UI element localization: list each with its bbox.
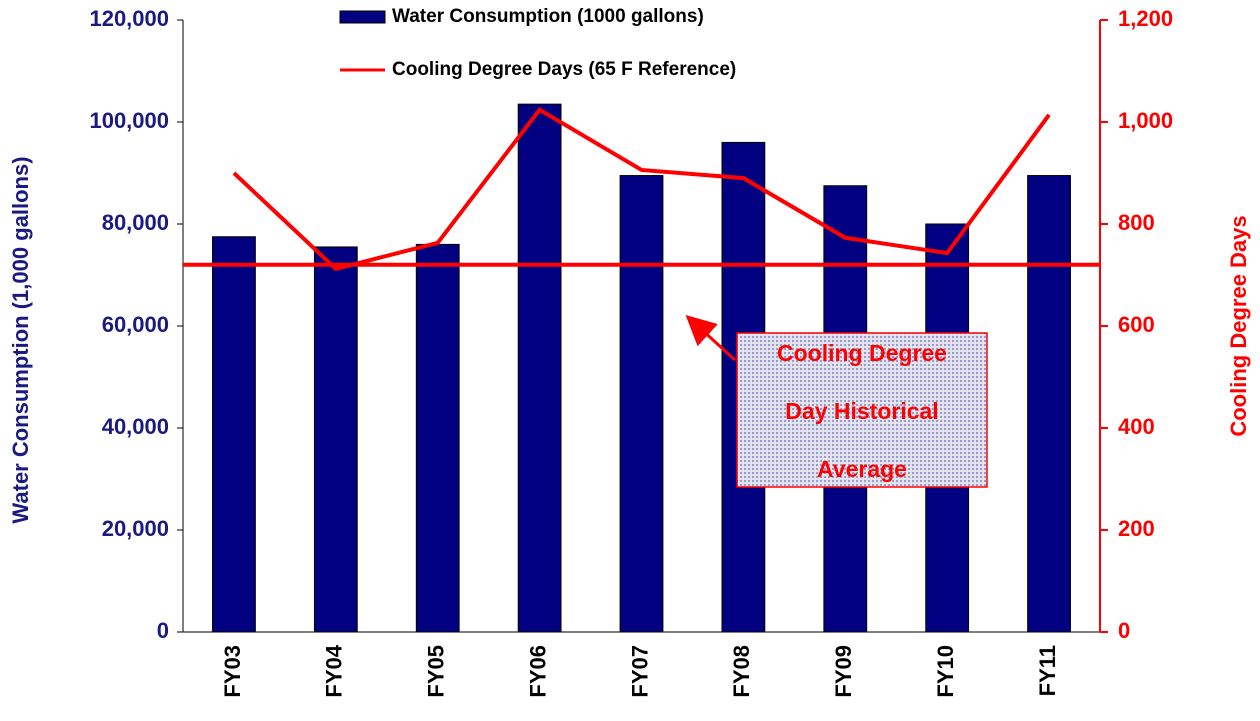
bar (415, 243, 460, 633)
x-tick-label: FY09 (831, 645, 856, 698)
y2-tick-label: 1,200 (1118, 6, 1173, 31)
annotation-text: Day Historical (785, 398, 938, 424)
annotation-box (736, 332, 988, 488)
y-tick-label: 120,000 (89, 6, 169, 31)
line-series (232, 107, 1051, 272)
y2-tick-label: 1,000 (1118, 108, 1173, 133)
legend-swatch (339, 10, 386, 24)
annotation-arrow (685, 314, 737, 362)
y2-tick-label: 200 (1118, 516, 1155, 541)
x-tick-label: FY05 (424, 645, 449, 698)
bar (619, 175, 664, 633)
y-tick-label: 0 (157, 618, 169, 643)
bar (313, 246, 358, 633)
x-tick-label: FY03 (220, 645, 245, 698)
y-tick-label: 80,000 (102, 210, 169, 235)
legend-label: Water Consumption (1000 gallons) (392, 6, 704, 27)
x-tick-label: FY08 (729, 645, 754, 698)
y2-axis-title: Cooling Degree Days (1226, 215, 1251, 436)
annotation-text: Cooling Degree (777, 340, 947, 366)
y2-tick-label: 800 (1118, 210, 1155, 235)
y-axis-title: Water Consumption (1,000 gallons) (8, 156, 33, 523)
annotation-text: Average (817, 456, 907, 482)
x-tick-label: FY04 (322, 644, 347, 697)
bar (1027, 175, 1071, 633)
x-tick-label: FY06 (525, 645, 550, 698)
y2-tick-label: 400 (1118, 414, 1155, 439)
y2-tick-label: 600 (1118, 312, 1155, 337)
legend-label: Cooling Degree Days (65 F Reference) (392, 59, 736, 80)
y2-tick-label: 0 (1118, 618, 1130, 643)
y-tick-label: 100,000 (89, 108, 169, 133)
bar (517, 103, 562, 633)
y-tick-label: 40,000 (102, 414, 169, 439)
bar (212, 236, 256, 633)
x-tick-label: FY07 (627, 645, 652, 698)
x-tick-label: FY10 (933, 645, 958, 698)
x-tick-label: FY11 (1035, 645, 1060, 696)
y-tick-label: 20,000 (102, 516, 169, 541)
y-tick-label: 60,000 (102, 312, 169, 337)
